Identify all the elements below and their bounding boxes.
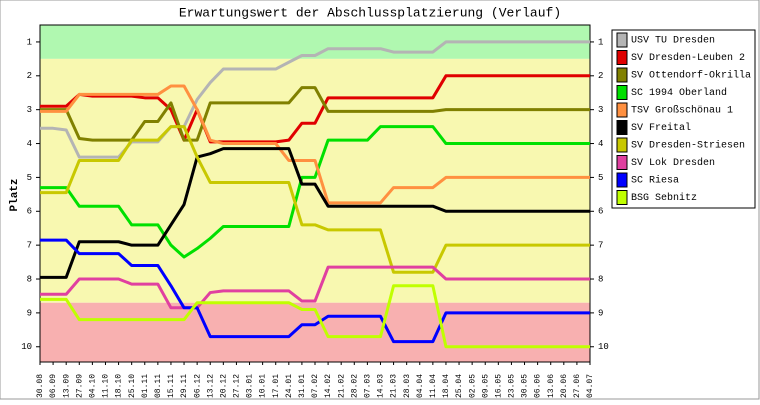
legend-label: SV Lok Dresden (631, 157, 715, 169)
legend-swatch (616, 155, 628, 170)
legend-label: SV Ottendorf-Okrilla (631, 70, 751, 82)
x-tick-label: 20.12 (219, 374, 228, 398)
x-tick-label: 13.12 (206, 374, 215, 398)
legend-swatch (616, 32, 628, 48)
x-tick-label: 06.06 (534, 374, 543, 398)
y-tick-label-right: 6 (598, 207, 603, 217)
y-tick-label: 9 (27, 308, 32, 318)
y-tick-label-right: 8 (598, 274, 603, 284)
x-tick-label: 13.06 (547, 374, 556, 398)
x-tick-label: 14.03 (377, 374, 386, 398)
series-line (40, 84, 590, 205)
y-tick-label: 2 (27, 71, 32, 81)
legend-swatch (616, 85, 628, 100)
x-tick-label: 14.02 (324, 374, 333, 398)
x-tick-label: 31.01 (298, 374, 307, 398)
x-tick-label: 23.05 (508, 374, 517, 398)
x-tick-label: 09.05 (481, 374, 490, 398)
x-tick-label: 25.04 (455, 374, 464, 398)
legend-label: TSV Großschönau 1 (631, 105, 733, 117)
x-tick-label: 10.01 (259, 374, 268, 398)
x-tick-label: 18.04 (442, 374, 451, 398)
y-axis-label: Platz (9, 178, 21, 211)
legend-box (611, 29, 756, 209)
legend-label: SC 1994 Oberland (631, 87, 727, 99)
series-line (40, 125, 590, 259)
legend-label: SV Dresden-Striesen (631, 140, 745, 152)
series-line (40, 284, 590, 349)
y-tick-label: 10 (21, 342, 32, 352)
x-tick-label: 27.06 (573, 374, 582, 398)
legend-label: SC Riesa (631, 175, 679, 187)
series-line (40, 147, 590, 279)
y-tick-label: 7 (27, 241, 32, 251)
y-tick-label-right: 4 (598, 139, 603, 149)
y-tick-label-right: 1 (598, 37, 603, 47)
x-tick-label: 01.11 (141, 374, 150, 398)
legend-swatch (616, 137, 628, 153)
legend-swatch (616, 120, 628, 135)
y-tick-label-right: 2 (598, 71, 603, 81)
y-tick-label: 1 (27, 37, 32, 47)
x-tick-label: 18.10 (115, 374, 124, 398)
legend-swatch (616, 67, 628, 83)
x-tick-label: 08.11 (154, 374, 163, 398)
x-tick-label: 04.10 (88, 374, 97, 398)
y-tick-label: 5 (27, 173, 32, 183)
x-tick-label: 13.09 (62, 374, 71, 398)
x-tick-label: 21.03 (390, 374, 399, 398)
series-line (40, 265, 590, 310)
zone-band (40, 58, 590, 303)
x-tick-label: 16.05 (494, 374, 503, 398)
x-tick-label: 25.10 (128, 374, 137, 398)
x-tick-label: 30.05 (521, 374, 530, 398)
y-tick-label-right: 9 (598, 308, 603, 318)
y-tick-label-right: 10 (598, 342, 609, 352)
chart-title: Erwartungswert der Abschlussplatzierung … (179, 5, 561, 20)
x-tick-label: 28.02 (350, 374, 359, 398)
x-tick-label: 29.11 (180, 374, 189, 398)
x-tick-label: 07.02 (311, 374, 320, 398)
x-tick-label: 06.12 (193, 374, 202, 398)
legend-swatch (616, 102, 628, 118)
legend-label: SV Dresden-Leuben 2 (631, 52, 745, 64)
x-tick-label: 24.01 (285, 374, 294, 398)
legend-swatch (616, 172, 628, 188)
legend-label: USV TU Dresden (631, 35, 715, 47)
legend-label: BSG Sebnitz (631, 192, 697, 204)
y-tick-label-right: 7 (598, 241, 603, 251)
x-tick-label: 27.12 (233, 374, 242, 398)
x-tick-label: 02.05 (468, 374, 477, 398)
x-tick-label: 20.06 (560, 374, 569, 398)
x-tick-label: 04.04 (416, 374, 425, 398)
legend-swatch (616, 50, 628, 65)
x-tick-label: 11.04 (429, 374, 438, 398)
x-tick-label: 15.11 (167, 374, 176, 398)
x-tick-label: 21.02 (337, 374, 346, 398)
series-line (40, 125, 590, 274)
x-tick-label: 28.03 (403, 374, 412, 398)
x-tick-label: 27.09 (75, 374, 84, 398)
y-tick-label: 8 (27, 274, 32, 284)
y-tick-label: 6 (27, 207, 32, 217)
x-tick-label: 04.07 (586, 374, 595, 398)
series-line (40, 238, 590, 344)
legend-label: SV Freital (631, 122, 691, 134)
legend-swatch (616, 190, 628, 205)
x-tick-label: 06.09 (49, 374, 58, 398)
y-tick-label: 3 (27, 105, 32, 115)
y-tick-label-right: 3 (598, 105, 603, 115)
series-line (40, 74, 590, 144)
x-tick-label: 11.10 (102, 374, 111, 398)
x-tick-label: 17.01 (272, 374, 281, 398)
y-tick-label: 4 (27, 139, 32, 149)
y-tick-label-right: 5 (598, 173, 603, 183)
x-tick-label: 07.03 (363, 374, 372, 398)
x-tick-label: 30.08 (36, 374, 45, 398)
x-tick-label: 03.01 (246, 374, 255, 398)
